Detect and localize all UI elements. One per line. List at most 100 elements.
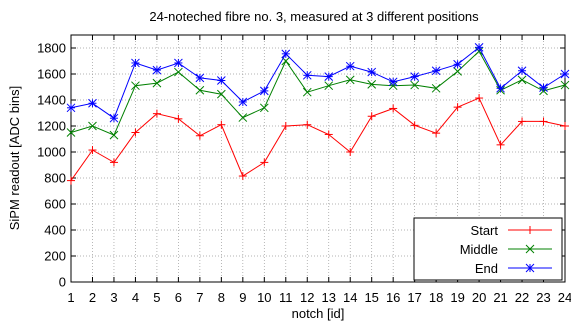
y-tick-label: 800 — [44, 171, 66, 186]
data-point-end — [216, 76, 226, 85]
data-point-start — [174, 114, 183, 123]
data-point-middle — [195, 85, 205, 95]
marker-stroke — [195, 73, 205, 83]
marker-stroke — [474, 42, 484, 52]
data-point-middle — [259, 103, 269, 113]
data-point-middle — [302, 87, 312, 97]
x-tick-label: 9 — [239, 290, 246, 305]
marker-stroke — [345, 61, 355, 71]
chart-title: 24-noteched fibre no. 3, measured at 3 d… — [149, 9, 479, 24]
x-tick-label: 3 — [110, 290, 117, 305]
data-point-middle — [517, 75, 527, 85]
x-tick-label: 19 — [450, 290, 464, 305]
legend-label-end: End — [475, 261, 498, 276]
legend: Start Middle End — [413, 217, 563, 281]
marker-stroke — [431, 66, 441, 76]
data-point-end — [302, 70, 312, 80]
x-tick-label: 18 — [429, 290, 443, 305]
data-point-middle — [174, 67, 183, 77]
x-tick-label: 14 — [343, 290, 357, 305]
data-point-start — [389, 104, 398, 113]
x-tick-label: 13 — [322, 290, 336, 305]
data-point-start — [303, 120, 312, 129]
data-point-start — [324, 130, 333, 139]
data-point-start — [432, 129, 441, 138]
marker-stroke — [345, 75, 355, 85]
y-tick-label: 1400 — [37, 93, 66, 108]
data-point-middle — [324, 81, 334, 91]
marker-stroke — [431, 83, 441, 93]
data-point-start — [496, 140, 505, 149]
marker-stroke — [259, 103, 269, 113]
data-point-end — [560, 69, 570, 79]
x-axis-ticks: 1 2 3 4 5 6 7 8 9 10 11 12 13 14 15 16 17 18 19 20 21 22 23 24 — [67, 35, 571, 305]
data-point-middle — [109, 130, 119, 140]
data-point-end — [345, 61, 355, 71]
data-point-start — [539, 117, 548, 126]
data-point-end — [88, 98, 97, 108]
marker-stroke — [66, 128, 76, 137]
data-point-middle — [410, 80, 420, 90]
x-tick-label: 20 — [472, 290, 486, 305]
data-point-end — [195, 73, 205, 83]
x-tick-label: 22 — [515, 290, 529, 305]
data-point-end — [431, 66, 441, 76]
y-tick-label: 400 — [44, 223, 66, 238]
x-tick-label: 8 — [218, 290, 225, 305]
marker-stroke — [388, 77, 398, 87]
data-point-end — [367, 67, 377, 77]
data-point-end — [324, 72, 334, 81]
data-point-start — [217, 120, 226, 129]
marker-stroke — [174, 67, 183, 77]
data-point-middle — [152, 78, 162, 88]
data-point-start — [453, 103, 462, 112]
data-point-start — [195, 131, 204, 140]
data-point-start — [475, 94, 484, 103]
marker-stroke — [216, 76, 226, 85]
series-layer — [66, 42, 570, 185]
data-point-start — [410, 121, 419, 130]
data-point-end — [474, 42, 484, 52]
x-tick-label: 16 — [386, 290, 400, 305]
data-point-end — [238, 97, 248, 107]
x-tick-label: 12 — [300, 290, 314, 305]
series-middle — [66, 46, 570, 140]
data-point-start — [88, 146, 97, 155]
marker-stroke — [88, 98, 97, 108]
data-point-start — [131, 128, 140, 137]
x-tick-label: 11 — [279, 290, 293, 305]
marker-stroke — [238, 113, 248, 122]
x-tick-label: 15 — [364, 290, 378, 305]
y-tick-label: 1200 — [37, 119, 66, 134]
y-tick-label: 0 — [59, 275, 66, 290]
data-point-middle — [131, 81, 140, 91]
y-tick-label: 1600 — [37, 67, 66, 82]
marker-stroke — [453, 67, 462, 76]
legend-marker-middle — [525, 244, 535, 254]
data-point-middle — [367, 80, 377, 89]
marker-stroke — [525, 263, 535, 273]
marker-stroke — [496, 83, 505, 93]
data-point-start — [109, 158, 118, 167]
marker-stroke — [66, 103, 76, 113]
data-point-end — [539, 83, 548, 93]
data-point-end — [109, 113, 119, 123]
x-axis-label: notch [id] — [292, 306, 345, 321]
marker-stroke — [88, 121, 97, 131]
x-tick-label: 24 — [558, 290, 571, 305]
data-point-start — [260, 158, 269, 167]
data-point-start — [518, 117, 527, 126]
data-point-end — [259, 86, 269, 96]
marker-stroke — [109, 130, 119, 140]
marker-stroke — [131, 81, 140, 91]
marker-stroke — [560, 69, 570, 79]
data-point-end — [174, 58, 183, 68]
marker-stroke — [410, 72, 420, 81]
data-point-end — [453, 59, 462, 69]
data-point-middle — [216, 89, 226, 99]
marker-stroke — [324, 72, 334, 81]
marker-stroke — [453, 59, 462, 69]
y-tick-label: 600 — [44, 197, 66, 212]
marker-stroke — [195, 85, 205, 95]
